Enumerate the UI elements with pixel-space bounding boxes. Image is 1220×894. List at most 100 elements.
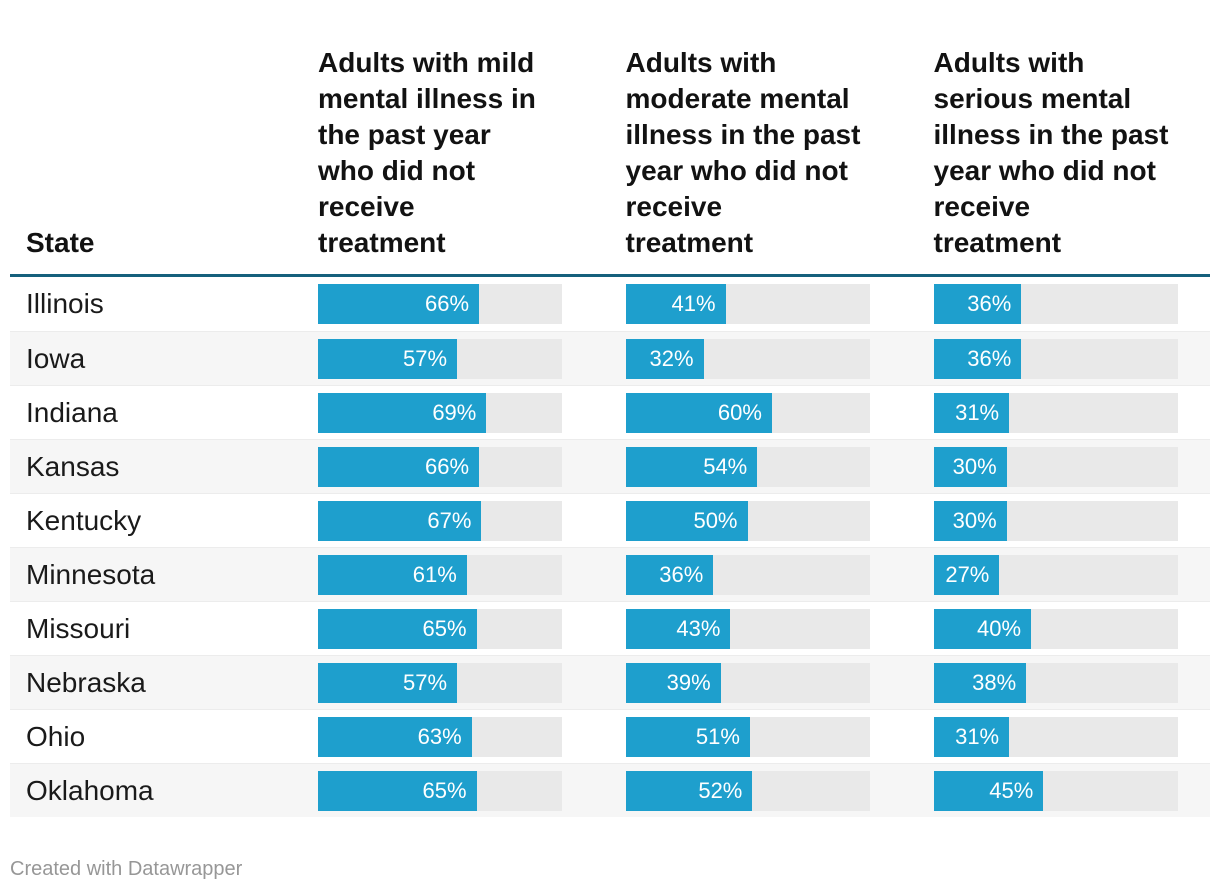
bar-track: 32% [625,339,870,379]
bar-cell-serious: 36% [933,277,1211,331]
bar-track: 54% [625,447,870,487]
bar-track: 63% [318,717,562,757]
bar-value-label: 36% [967,291,1012,316]
bar-cell-mild: 65% [318,602,626,655]
bar-fill: 66% [318,447,480,487]
table-row: Nebraska 57% 39% 38% [10,655,1210,709]
state-label: Indiana [26,397,118,428]
bar-value-label: 45% [989,778,1034,803]
bar-fill: 57% [318,663,458,703]
bar-track: 27% [933,555,1178,595]
table-row: Kansas 66% 54% 30% [10,439,1210,493]
state-label: Iowa [26,343,86,374]
bar-track: 67% [318,501,562,541]
state-label: Oklahoma [26,775,154,806]
table-row: Illinois 66% 41% 36% [10,277,1210,331]
bar-track: 38% [933,663,1178,703]
bar-value-label: 51% [695,724,740,749]
bar-cell-serious: 31% [933,710,1211,763]
bar-track: 57% [318,663,562,703]
bar-cell-serious: 27% [933,548,1211,601]
bar-track: 41% [625,284,870,324]
bar-fill: 63% [318,717,472,757]
table-row: Missouri 65% 43% 40% [10,601,1210,655]
bar-track: 65% [318,771,562,811]
bar-cell-serious: 30% [933,440,1211,493]
table-row: Oklahoma 65% 52% 45% [10,763,1210,817]
state-label: Ohio [26,721,86,752]
bar-cell-serious: 30% [933,494,1211,547]
bar-fill: 50% [625,501,748,541]
bar-fill: 36% [933,339,1022,379]
bar-fill: 51% [625,717,750,757]
bar-value-label: 57% [403,670,448,695]
bar-cell-mild: 57% [318,332,626,385]
bar-cell-serious: 38% [933,656,1211,709]
table-header-row: State Adults with mild mental illness in… [10,0,1210,277]
bar-track: 65% [318,609,562,649]
bar-track: 52% [625,771,870,811]
state-label: Kansas [26,451,120,482]
bar-value-label: 39% [666,670,711,695]
bar-value-label: 66% [424,454,470,479]
bar-track: 57% [318,339,562,379]
bar-cell-moderate: 54% [625,440,934,493]
state-label: Missouri [26,613,131,644]
bar-fill: 52% [625,771,753,811]
bar-fill: 66% [318,284,480,324]
table-row: Minnesota 61% 36% 27% [10,547,1210,601]
bar-track: 36% [625,555,870,595]
bar-cell-moderate: 52% [625,764,934,817]
bar-fill: 57% [318,339,458,379]
bar-track: 40% [933,609,1178,649]
bar-track: 60% [625,393,870,433]
bar-cell-mild: 57% [318,656,626,709]
bar-fill: 43% [625,609,731,649]
bar-fill: 31% [933,717,1010,757]
table-body: Illinois 66% 41% 36% Iowa [10,277,1210,817]
state-label: Minnesota [26,559,156,590]
column-header-moderate-mental-illness: Adults with moderate mental illness in t… [625,47,861,258]
bar-fill: 65% [318,771,477,811]
bar-fill: 65% [318,609,477,649]
bar-fill: 39% [625,663,721,703]
bar-fill: 41% [625,284,726,324]
table-row: Indiana 69% 60% 31% [10,385,1210,439]
bar-value-label: 69% [432,400,477,425]
state-label: Illinois [26,288,104,319]
bar-fill: 27% [933,555,1000,595]
bar-cell-moderate: 36% [625,548,934,601]
bar-fill: 45% [933,771,1044,811]
bar-fill: 40% [933,609,1032,649]
datawrapper-credit: Created with Datawrapper [10,858,243,880]
bar-value-label: 40% [977,616,1022,641]
bar-value-label: 65% [422,778,467,803]
bar-value-label: 61% [412,562,457,587]
bar-fill: 31% [933,393,1010,433]
bar-cell-moderate: 39% [625,656,934,709]
bar-fill: 61% [318,555,467,595]
bar-track: 66% [318,447,562,487]
bar-value-label: 38% [972,670,1017,695]
bar-track: 66% [318,284,562,324]
bar-value-label: 31% [955,400,1000,425]
bar-track: 30% [933,501,1178,541]
bar-cell-moderate: 51% [625,710,934,763]
bar-track: 43% [625,609,870,649]
bar-value-label: 60% [717,400,762,425]
bar-value-label: 31% [955,724,1000,749]
bar-track: 45% [933,771,1178,811]
bar-cell-mild: 67% [318,494,626,547]
bar-fill: 30% [933,501,1007,541]
bar-track: 51% [625,717,870,757]
bar-cell-mild: 66% [318,277,626,331]
bar-track: 31% [933,393,1178,433]
bar-fill: 32% [625,339,704,379]
bar-fill: 69% [318,393,487,433]
bar-value-label: 50% [693,508,738,533]
column-header-state: State [26,227,95,258]
bar-cell-mild: 65% [318,764,626,817]
bar-fill: 36% [933,284,1022,324]
bar-fill: 67% [318,501,482,541]
